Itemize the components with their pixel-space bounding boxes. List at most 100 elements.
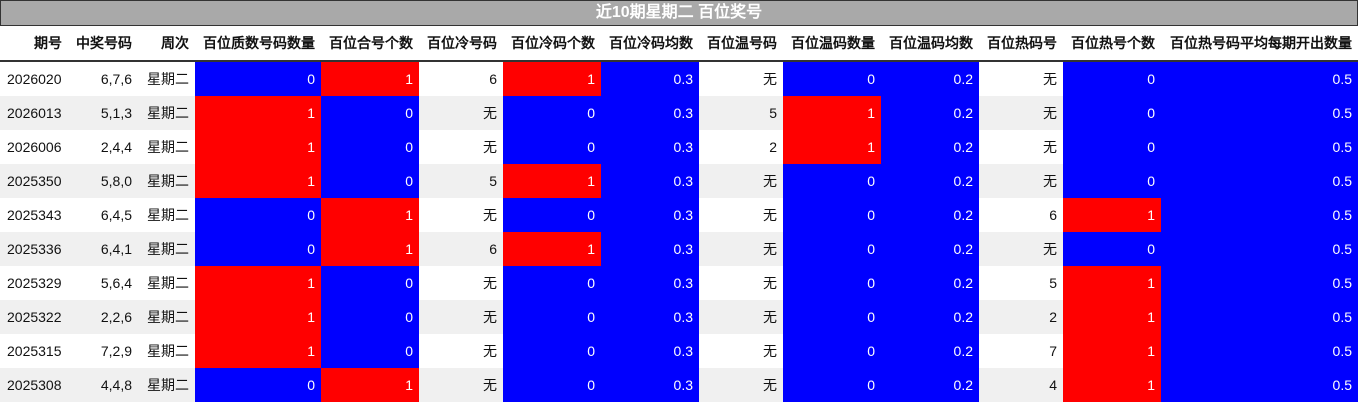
column-header[interactable]: 百位冷码个数 xyxy=(503,26,601,62)
table-cell: 星期二 xyxy=(147,343,189,359)
table-cell: 星期二 xyxy=(138,368,195,402)
table-cell: 0 xyxy=(503,96,601,130)
table-cell: 无 xyxy=(979,164,1063,198)
table-cell: 无 xyxy=(483,139,497,155)
table-cell: 0.5 xyxy=(1161,300,1358,334)
table-cell: 6 xyxy=(419,232,503,266)
table-cell: 星期二 xyxy=(147,207,189,223)
table-cell: 1 xyxy=(195,130,321,164)
table-cell: 0.3 xyxy=(601,300,699,334)
table-cell: 0.2 xyxy=(881,300,979,334)
table-cell: 0.3 xyxy=(601,334,699,368)
table-cell: 0.2 xyxy=(881,334,979,368)
column-header[interactable]: 中奖号码 xyxy=(68,26,138,62)
column-header[interactable]: 百位温码数量 xyxy=(783,26,881,62)
table-cell: 0 xyxy=(503,198,601,232)
table-cell: 0.5 xyxy=(1161,266,1358,300)
table-cell: 无 xyxy=(763,207,777,223)
table-cell: 2025343 xyxy=(7,207,62,223)
column-header[interactable]: 百位冷码均数 xyxy=(601,26,699,62)
table-cell: 0.5 xyxy=(1161,130,1358,164)
table-cell: 0.2 xyxy=(881,130,979,164)
table-cell: 星期二 xyxy=(147,275,189,291)
table-cell: 1 xyxy=(1063,198,1161,232)
table-cell: 0.5 xyxy=(1161,368,1358,402)
table-row: 2026013 5,1,3 星期二 1 0 无 0 0.3 5 1 0.2 无 0 0.5 xyxy=(0,96,1358,130)
table-row: 2025350 5,8,0 星期二 1 0 5 1 0.3 无 0 0.2 无 0 0.5 xyxy=(0,164,1358,198)
table-cell: 2025336 xyxy=(0,232,68,266)
table-cell: 6 xyxy=(489,71,497,87)
table-cell: 2025350 xyxy=(0,164,68,198)
table-cell: 星期二 xyxy=(147,139,189,155)
table-cell: 1 xyxy=(1063,334,1161,368)
table-cell: 0 xyxy=(321,96,419,130)
column-header[interactable]: 百位热号码平均每期开出数量 xyxy=(1161,26,1358,62)
table-cell: 6,7,6 xyxy=(100,71,132,87)
column-header[interactable]: 百位质数号码数量 xyxy=(195,26,321,62)
column-header[interactable]: 百位冷号码 xyxy=(419,26,503,62)
table-row: 2025315 7,2,9 星期二 1 0 无 0 0.3 无 0 0.2 7 1 0.5 xyxy=(0,334,1358,368)
table-cell: 0.3 xyxy=(601,61,699,96)
table-cell: 4,4,8 xyxy=(68,368,138,402)
table-cell: 2025308 xyxy=(0,368,68,402)
table-cell: 0 xyxy=(321,334,419,368)
table-cell: 星期二 xyxy=(138,96,195,130)
table-cell: 无 xyxy=(419,368,503,402)
table-body: 2026020 6,7,6 星期二 0 1 6 1 0.3 无 0 0.2 无 0 0.5 2026013 5… xyxy=(0,61,1358,402)
column-header[interactable]: 期号 xyxy=(0,26,68,62)
header-row: 期号 中奖号码 周次 百位质数号码数量 百位合号个数 百位冷号码 百位冷码个数 百位冷码均数百… xyxy=(0,26,1358,62)
table-cell: 0 xyxy=(783,61,881,96)
column-header[interactable]: 百位热号个数 xyxy=(1063,26,1161,62)
table-cell: 1 xyxy=(195,334,321,368)
table-cell: 0 xyxy=(783,198,881,232)
table-cell: 0 xyxy=(1063,232,1161,266)
table-cell: 0.5 xyxy=(1161,96,1358,130)
table-cell: 0 xyxy=(783,300,881,334)
table-cell: 1 xyxy=(783,130,881,164)
table-cell: 无 xyxy=(483,275,497,291)
table-cell: 星期二 xyxy=(138,300,195,334)
table-cell: 2025315 xyxy=(7,343,62,359)
table-cell: 2026013 xyxy=(0,96,68,130)
table-cell: 2,2,6 xyxy=(68,300,138,334)
table-cell: 1 xyxy=(1063,300,1161,334)
table-cell: 无 xyxy=(763,343,777,359)
table-cell: 0.5 xyxy=(1161,61,1358,96)
column-header[interactable]: 周次 xyxy=(138,26,195,62)
table-cell: 5,8,0 xyxy=(68,164,138,198)
table-cell: 0 xyxy=(321,130,419,164)
table-cell: 1 xyxy=(321,368,419,402)
table-cell: 0 xyxy=(503,130,601,164)
table-cell: 0.2 xyxy=(881,96,979,130)
table-cell: 0 xyxy=(195,232,321,266)
table-cell: 0 xyxy=(503,266,601,300)
table-cell: 7,2,9 xyxy=(100,343,132,359)
column-header[interactable]: 百位温号码 xyxy=(699,26,783,62)
table-cell: 1 xyxy=(1063,266,1161,300)
table-cell: 2025329 xyxy=(7,275,62,291)
table-row: 2025336 6,4,1 星期二 0 1 6 1 0.3 无 0 0.2 无 0 0.5 xyxy=(0,232,1358,266)
table-row: 2025343 6,4,5 星期二 0 1 无 0 0.3 无 0 0.2 6 1 0.5 xyxy=(0,198,1358,232)
table-cell: 无 xyxy=(1043,71,1057,87)
results-table: 期号 中奖号码 周次 百位质数号码数量 百位合号个数 百位冷号码 百位冷码个数 百位冷码均数百… xyxy=(0,26,1358,402)
table-cell: 0.2 xyxy=(881,368,979,402)
table-cell: 无 xyxy=(699,368,783,402)
table-cell: 0 xyxy=(321,164,419,198)
table-cell: 0.5 xyxy=(1161,334,1358,368)
table-cell: 无 xyxy=(699,232,783,266)
column-header[interactable]: 百位温码均数 xyxy=(881,26,979,62)
table-cell: 0 xyxy=(503,334,601,368)
table-row: 2025329 5,6,4 星期二 1 0 无 0 0.3 无 0 0.2 5 1 0.5 xyxy=(0,266,1358,300)
table-cell: 无 xyxy=(483,207,497,223)
table-cell: 0.3 xyxy=(601,232,699,266)
column-header[interactable]: 百位热码号 xyxy=(979,26,1063,62)
table-cell: 0.5 xyxy=(1161,164,1358,198)
table-cell: 0.3 xyxy=(601,266,699,300)
table-cell: 6,4,5 xyxy=(100,207,132,223)
table-cell: 0 xyxy=(783,334,881,368)
table-cell: 0.3 xyxy=(601,368,699,402)
table-cell: 0.2 xyxy=(881,61,979,96)
column-header[interactable]: 百位合号个数 xyxy=(321,26,419,62)
table-cell: 1 xyxy=(321,61,419,96)
table-cell: 0.2 xyxy=(881,232,979,266)
